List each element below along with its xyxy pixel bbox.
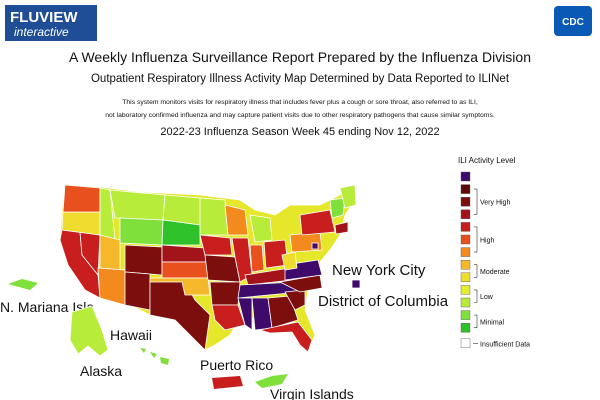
cdc-logo[interactable] — [554, 6, 592, 36]
legend-level: Insufficient Data — [480, 341, 530, 348]
legend-swatch — [460, 272, 471, 282]
puerto-rico-shape — [212, 376, 243, 389]
legend-bracket — [474, 289, 478, 303]
n-mariana-shape — [8, 279, 38, 290]
fluview-logo[interactable] — [5, 5, 97, 41]
legend-bracket — [474, 314, 478, 328]
description-line: not laboratory confirmed influenza and m… — [105, 112, 495, 119]
legend-swatch — [460, 247, 471, 257]
legend-swatch — [460, 310, 471, 320]
legend-swatch — [460, 222, 471, 232]
legend-bracket — [474, 188, 478, 215]
territory-label: Alaska — [80, 363, 122, 379]
legend-swatch — [460, 196, 471, 207]
us-map — [59, 184, 361, 353]
logo-subtitle: interactive — [14, 25, 69, 39]
alaska-shape — [69, 305, 109, 357]
legend-swatch — [460, 338, 471, 348]
legend-level: Minimal — [480, 319, 505, 326]
subtitle: Outpatient Respiratory Illness Activity … — [91, 73, 510, 85]
legend-bracket — [474, 264, 478, 278]
legend-bracket — [474, 226, 478, 253]
legend-swatch — [460, 260, 471, 270]
virgin-islands-shape — [255, 374, 288, 388]
legend-swatch — [460, 285, 471, 295]
territory-label: Puerto Rico — [200, 357, 273, 373]
description-line: This system monitors visits for respirat… — [122, 99, 478, 106]
hawaii-shape — [140, 348, 169, 365]
legend-swatch — [460, 234, 471, 245]
legend-level: Moderate — [480, 269, 510, 276]
legend-swatch — [460, 323, 471, 333]
logo-title: FLUVIEW — [10, 9, 78, 26]
cdc-text: CDC — [562, 17, 584, 28]
legend: ILI Activity Level Very High High Moderate… — [458, 156, 530, 348]
territory-label: District of Columbia — [318, 293, 449, 310]
title: A Weekly Influenza Surveillance Report P… — [69, 49, 531, 65]
legend-swatch — [460, 171, 471, 182]
legend-swatch — [460, 184, 471, 194]
territory-label: N. Mariana Isla — [0, 299, 94, 315]
season: 2022-23 Influenza Season Week 45 ending … — [160, 126, 439, 138]
territory-label: Hawaii — [110, 327, 152, 343]
territory-label: Virgin Islands — [270, 386, 354, 400]
legend-swatch — [460, 209, 471, 220]
legend-title: ILI Activity Level — [458, 156, 516, 165]
legend-level: Very High — [480, 200, 510, 207]
legend-level: High — [480, 238, 495, 245]
legend-level: Low — [480, 294, 494, 301]
legend-swatch — [460, 297, 471, 308]
territory-label: New York City — [332, 262, 426, 279]
